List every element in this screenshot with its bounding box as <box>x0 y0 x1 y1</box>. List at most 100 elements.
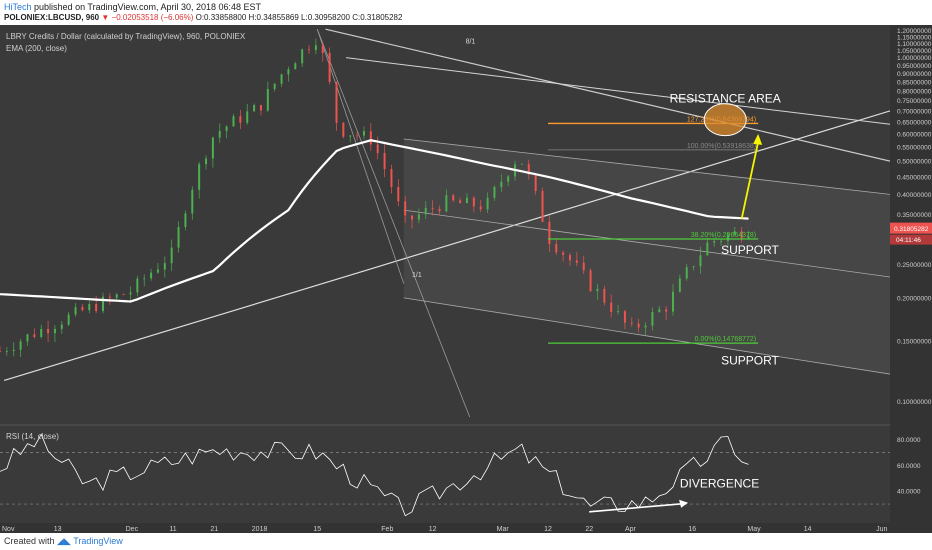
chart-footer: Created with ◢◣ TradingView <box>0 533 932 550</box>
price-tick-label: 1.05000000 <box>897 48 932 55</box>
candle-body <box>520 163 523 165</box>
candle-body <box>747 236 750 239</box>
chart-canvas[interactable]: 127.20%(0.64368794)100.00%(0.53918638)38… <box>0 25 932 533</box>
price-tick-label: 0.35000000 <box>897 212 932 219</box>
candle-body <box>26 334 29 342</box>
candle-body <box>67 314 70 325</box>
price-tick-label: 0.45000000 <box>897 174 932 181</box>
candle-body <box>12 349 15 352</box>
target-arrow-head-icon <box>753 133 763 145</box>
time-axis <box>0 523 932 533</box>
symbol-line: POLONIEX:LBCUSD, 960 ▼ −0.02053518 (−6.0… <box>4 13 402 22</box>
price-tick-label: 0.65000000 <box>897 119 932 126</box>
ema-line <box>0 139 749 303</box>
price-tick-label: 0.25000000 <box>897 262 932 269</box>
candle-body <box>314 45 317 51</box>
tradingview-logo-icon[interactable]: ◢◣ <box>57 536 71 546</box>
resistance-ellipse <box>703 103 747 137</box>
candle-body <box>47 328 50 334</box>
created-with-text: Created with <box>4 536 55 546</box>
publish-text: published on TradingView.com, April 30, … <box>34 2 262 12</box>
candle-body <box>452 195 455 201</box>
fib-level-label: 38.20%(0.29664378) <box>691 232 756 239</box>
candle-body <box>507 176 510 182</box>
candle-body <box>5 351 8 352</box>
price-tick-label: 0.80000000 <box>897 88 932 95</box>
time-tick-label: Dec <box>126 526 139 533</box>
candle-body <box>589 270 592 292</box>
candle-body <box>108 296 111 298</box>
candle-body <box>445 195 448 212</box>
candle-body <box>665 309 668 312</box>
time-tick-label: Nov <box>2 526 15 533</box>
candle-body <box>294 63 297 70</box>
candle-body <box>424 207 427 215</box>
candle-body <box>685 267 688 279</box>
candle-body <box>239 116 242 123</box>
time-tick-label: May <box>747 526 761 533</box>
candle-body <box>156 269 159 273</box>
price-tick-label: 0.95000000 <box>897 63 932 70</box>
candle-body <box>88 303 91 311</box>
candle-body <box>362 131 365 136</box>
candle-body <box>699 255 702 267</box>
candle-body <box>376 144 379 154</box>
candle-body <box>610 302 613 313</box>
candle-body <box>273 83 276 89</box>
author-link[interactable]: HiTech <box>4 2 32 12</box>
chart-header: HiTech published on TradingView.com, Apr… <box>0 0 932 25</box>
resistance-line <box>346 57 891 125</box>
candle-body <box>177 227 180 248</box>
candle-body <box>671 291 674 312</box>
time-tick-label: 12 <box>544 526 552 533</box>
candle-body <box>301 49 304 64</box>
candle-body <box>81 307 84 311</box>
candle-body <box>603 288 606 303</box>
tradingview-brand[interactable]: TradingView <box>73 536 123 546</box>
candle-body <box>163 263 166 270</box>
target-arrow-shaft <box>740 141 760 219</box>
candle-body <box>726 234 729 241</box>
support-label-upper: SUPPORT <box>721 243 779 257</box>
candle-body <box>733 231 736 235</box>
candle-body <box>479 206 482 210</box>
change-value: −0.02053518 (−6.06%) <box>111 13 194 22</box>
candle-body <box>218 130 221 138</box>
candle-body <box>397 187 400 202</box>
candle-body <box>246 111 249 123</box>
ohlc-values: O:0.33858800 H:0.34855869 L:0.30958200 C… <box>195 13 403 22</box>
candle-body <box>170 247 173 264</box>
time-tick-label: 14 <box>804 526 812 533</box>
price-tick-label: 0.85000000 <box>897 79 932 86</box>
candle-body <box>40 328 43 337</box>
rsi-legend: RSI (14, close) <box>6 432 59 441</box>
candle-body <box>720 240 723 242</box>
time-tick-label: Jun <box>876 526 887 533</box>
candle-body <box>541 190 544 222</box>
rsi-tick-label: 40.0000 <box>897 489 921 496</box>
candle-body <box>95 303 98 312</box>
fib-level-label: 100.00%(0.53918638) <box>687 143 756 150</box>
candle-body <box>253 105 256 112</box>
price-tick-label: 0.75000000 <box>897 98 932 105</box>
candle-body <box>740 231 743 239</box>
publish-line: HiTech published on TradingView.com, Apr… <box>4 2 261 12</box>
candle-body <box>356 135 359 137</box>
fan-line-steep <box>316 29 471 418</box>
candle-body <box>287 69 290 75</box>
time-tick-label: 13 <box>54 526 62 533</box>
candle-body <box>143 278 146 280</box>
candle-body <box>321 45 324 54</box>
trend-lines <box>3 28 891 418</box>
candle-body <box>191 189 194 214</box>
price-tick-label: 0.50000000 <box>897 159 932 166</box>
candle-body <box>74 307 77 315</box>
price-tick-label: 0.15000000 <box>897 338 932 345</box>
candle-body <box>198 164 201 190</box>
candle-body <box>493 186 496 198</box>
candle-body <box>644 325 647 328</box>
candle-body <box>211 137 214 159</box>
candle-body <box>678 278 681 292</box>
candle-body <box>500 181 503 187</box>
fan-label-1-1: 1/1 <box>412 272 422 279</box>
